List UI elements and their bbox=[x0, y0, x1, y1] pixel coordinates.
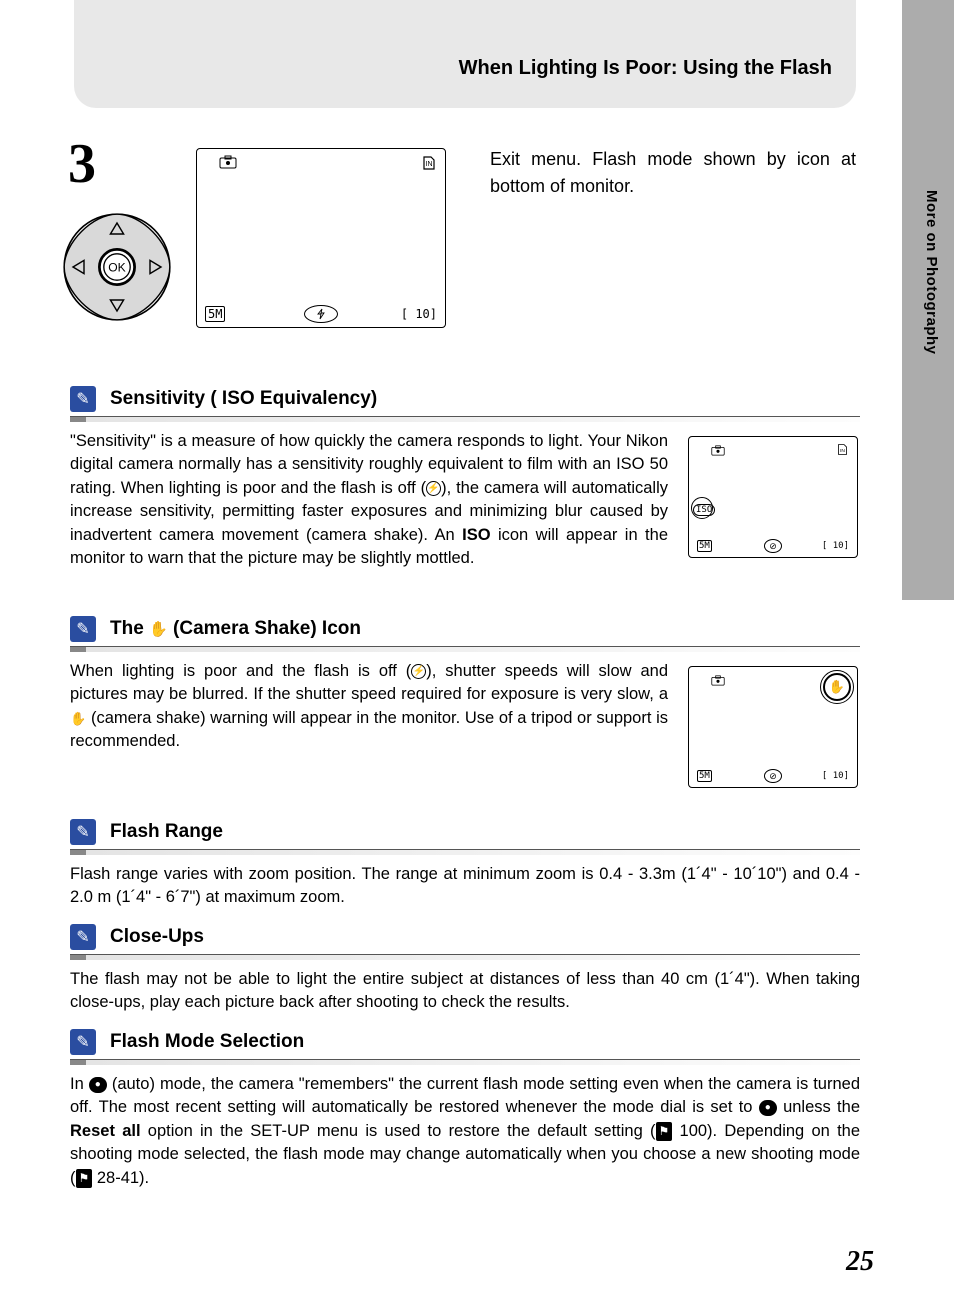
text: (camera shake) warning will appear in th… bbox=[70, 709, 668, 750]
lcd-iso-illustration: IN ISO 5M ⊘ [ 10] bbox=[688, 436, 858, 558]
text: (Camera Shake) Icon bbox=[168, 618, 361, 639]
lcd-main-illustration: IN 5M [ 10] bbox=[196, 148, 446, 328]
pencil-icon: ✎ bbox=[70, 616, 96, 642]
rule bbox=[70, 849, 860, 855]
iso-indicator: ISO bbox=[693, 504, 715, 516]
pencil-icon: ✎ bbox=[70, 819, 96, 845]
section-close-ups: ✎ Close-Ups The flash may not be able to… bbox=[70, 924, 860, 1015]
section-banner: When Lighting Is Poor: Using the Flash bbox=[74, 0, 856, 108]
rule bbox=[70, 416, 860, 422]
resolution-label: 5M bbox=[697, 541, 712, 551]
step-instruction: Exit menu. Flash mode shown by icon at b… bbox=[490, 146, 856, 200]
lcd-shake-illustration: ✋ 5M ⊘ [ 10] bbox=[688, 666, 858, 788]
flash-off-icon: ⊘ bbox=[764, 539, 782, 553]
section-flash-mode-selection: ✎ Flash Mode Selection In ● (auto) mode,… bbox=[70, 1029, 860, 1190]
resolution-label: 5M bbox=[205, 307, 225, 321]
chapter-tab-label: More on Photography bbox=[923, 190, 940, 355]
pencil-icon: ✎ bbox=[70, 1029, 96, 1055]
camera-icon bbox=[711, 673, 725, 691]
section-title: Flash Range bbox=[110, 821, 223, 843]
rule bbox=[70, 1059, 860, 1065]
section-body: The flash may not be able to light the e… bbox=[70, 968, 860, 1015]
flash-mode-icon bbox=[304, 305, 338, 323]
section-body: "Sensitivity" is a measure of how quickl… bbox=[70, 430, 668, 571]
text: When lighting is poor and the flash is o… bbox=[70, 662, 411, 680]
rule bbox=[70, 646, 860, 652]
iso-label: ISO bbox=[462, 526, 490, 544]
rule bbox=[70, 954, 860, 960]
text: option in the SET-UP menu is used to res… bbox=[141, 1122, 656, 1140]
section-title: The ✋ (Camera Shake) Icon bbox=[110, 618, 361, 640]
text: In bbox=[70, 1075, 89, 1093]
flash-off-icon: ⚡ bbox=[426, 481, 441, 496]
step-number: 3 bbox=[68, 132, 96, 196]
auto-mode-icon: ● bbox=[759, 1100, 777, 1116]
section-title: Flash Mode Selection bbox=[110, 1031, 304, 1053]
text: (auto) mode, the camera "remembers" the … bbox=[70, 1075, 860, 1116]
text: unless the bbox=[777, 1098, 860, 1116]
frame-count: [ 10] bbox=[822, 541, 849, 551]
auto-mode-icon: ● bbox=[89, 1077, 107, 1093]
section-flash-range: ✎ Flash Range Flash range varies with zo… bbox=[70, 819, 860, 910]
camera-icon bbox=[711, 443, 725, 461]
shake-warning-icon: ✋ bbox=[823, 673, 851, 701]
frame-count: [ 10] bbox=[822, 771, 849, 781]
banner-title: When Lighting Is Poor: Using the Flash bbox=[459, 57, 832, 80]
memory-icon: IN bbox=[421, 155, 437, 176]
section-title: Sensitivity ( ISO Equivalency) bbox=[110, 388, 377, 410]
camera-icon bbox=[219, 155, 237, 174]
page-ref-icon: ⚑ bbox=[76, 1169, 93, 1188]
shake-icon: ✋ bbox=[149, 621, 168, 638]
section-title: Close-Ups bbox=[110, 926, 204, 948]
resolution-label: 5M bbox=[697, 771, 712, 781]
svg-text:IN: IN bbox=[426, 161, 433, 168]
section-body: When lighting is poor and the flash is o… bbox=[70, 660, 668, 754]
text: 28-41). bbox=[92, 1169, 149, 1187]
reset-all-label: Reset all bbox=[70, 1122, 141, 1140]
svg-text:IN: IN bbox=[840, 448, 845, 454]
svg-text:OK: OK bbox=[108, 260, 125, 274]
shake-icon: ✋ bbox=[70, 711, 86, 726]
section-body: Flash range varies with zoom position. T… bbox=[70, 863, 860, 910]
pencil-icon: ✎ bbox=[70, 386, 96, 412]
section-body: In ● (auto) mode, the camera "remembers"… bbox=[70, 1073, 860, 1190]
page-ref-icon: ⚑ bbox=[656, 1122, 673, 1141]
dpad-illustration: OK bbox=[62, 212, 172, 322]
flash-off-icon: ⊘ bbox=[764, 769, 782, 783]
frame-count: [ 10] bbox=[401, 307, 437, 321]
flash-off-icon: ⚡ bbox=[411, 664, 426, 679]
page-number: 25 bbox=[846, 1246, 874, 1278]
text: The bbox=[110, 618, 149, 639]
memory-icon: IN bbox=[836, 443, 849, 461]
pencil-icon: ✎ bbox=[70, 924, 96, 950]
